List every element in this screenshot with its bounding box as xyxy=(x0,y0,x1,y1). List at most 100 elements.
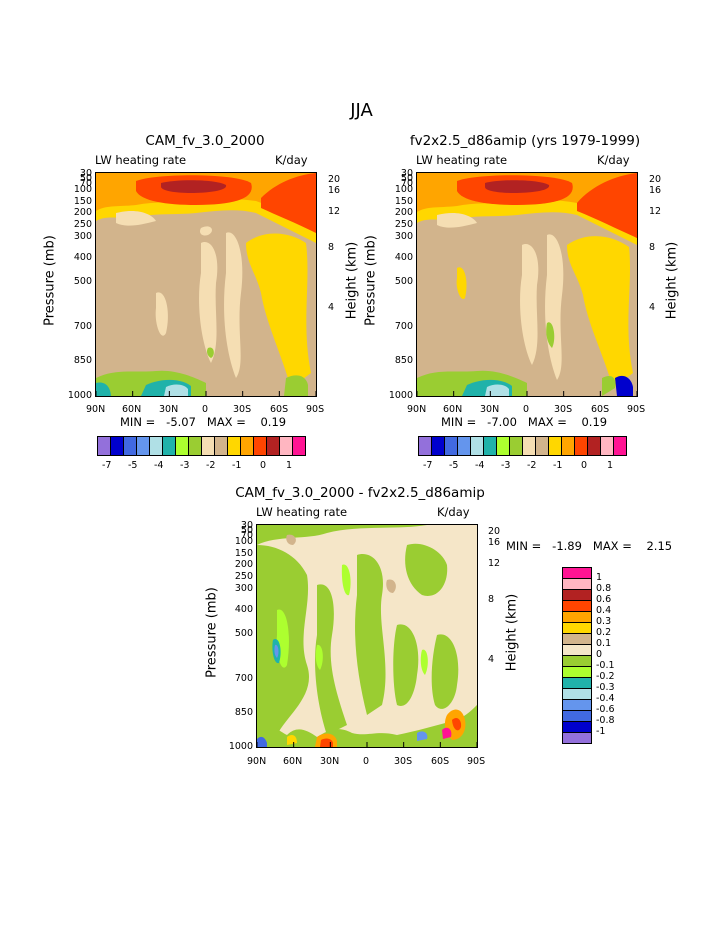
panel1-y-tick: 30 xyxy=(79,168,92,179)
colorbar-swatch xyxy=(214,436,228,456)
panel3-plot-area xyxy=(256,524,478,748)
panel2-y-tick: 300 xyxy=(394,231,413,242)
panel2-x-tick: 60S xyxy=(591,404,610,415)
panel1-min-max: MIN = -5.07 MAX = 0.19 xyxy=(120,415,287,429)
panel2-variable-label: LW heating rate xyxy=(416,153,508,167)
panel3-y2-tick: 16 xyxy=(488,537,501,548)
colorbar-label: -0.1 xyxy=(596,660,615,671)
panel2-plot-area xyxy=(416,172,638,397)
colorbar-label: -5 xyxy=(449,460,459,471)
colorbar-label: -1 xyxy=(232,460,242,471)
panel3-variable-label: LW heating rate xyxy=(256,505,348,519)
panel3-x-tick: 90S xyxy=(467,756,486,767)
colorbar-label: -1 xyxy=(553,460,563,471)
panel3-y-tick: 50 xyxy=(240,525,253,536)
panel2-y-tick: 850 xyxy=(394,355,413,366)
colorbar-label: 0.2 xyxy=(596,627,612,638)
panel3-y2-tick: 12 xyxy=(488,558,501,569)
panel3-y2-tick: 20 xyxy=(488,526,501,537)
colorbar-swatch xyxy=(431,436,445,456)
panel3-title: CAM_fv_3.0_2000 - fv2x2.5_d86amip xyxy=(235,485,485,501)
panel1-y-tick: 500 xyxy=(73,276,92,287)
panel3-y-tick: 700 xyxy=(234,673,253,684)
panel2-x-tick: 30N xyxy=(480,404,500,415)
panel2-contour-field xyxy=(417,173,637,396)
panel2-y-tick: 100 xyxy=(394,184,413,195)
panel3-unit-label: K/day xyxy=(437,505,470,519)
colorbar-swatch xyxy=(253,436,267,456)
panel3-x-tick: 0 xyxy=(363,756,370,767)
panel2-x-tick: 0 xyxy=(523,404,530,415)
panel2-title: fv2x2.5_d86amip (yrs 1979-1999) xyxy=(409,133,641,149)
panel3-x-tick: 60N xyxy=(283,756,303,767)
panel1-ylabel: Pressure (mb) xyxy=(42,235,58,326)
colorbar-swatch xyxy=(162,436,176,456)
panel3-min-max: MIN = -1.89 MAX = 2.15 xyxy=(506,539,673,553)
panel1-x-tick: 90S xyxy=(306,404,325,415)
panel1-y2-tick: 16 xyxy=(328,185,341,196)
panel1-y-tick: 850 xyxy=(73,355,92,366)
panel1-x-tick: 30N xyxy=(159,404,179,415)
panel2-x-tick: 30S xyxy=(554,404,573,415)
panel3-y-tick: 70 xyxy=(240,530,253,541)
colorbar-label: -3 xyxy=(501,460,511,471)
panel2-x-tick: 60N xyxy=(443,404,463,415)
panel3-y-tick: 30 xyxy=(240,520,253,531)
colorbar-label: -2 xyxy=(527,460,537,471)
colorbar-swatch xyxy=(613,436,627,456)
colorbar-label: -0.3 xyxy=(596,682,615,693)
panel2-y2-tick: 16 xyxy=(649,185,662,196)
colorbar-label: -1 xyxy=(596,726,606,737)
panel3-y-tick: 100 xyxy=(234,536,253,547)
colorbar-label: -0.8 xyxy=(596,715,615,726)
colorbar-label: -3 xyxy=(180,460,190,471)
panel1-plot-area xyxy=(95,172,317,397)
panel2-y-tick: 700 xyxy=(394,321,413,332)
panel3-colorbar xyxy=(562,567,592,745)
colorbar-swatch xyxy=(279,436,293,456)
colorbar-label: -2 xyxy=(206,460,216,471)
panel2-ylabel: Pressure (mb) xyxy=(363,235,379,326)
colorbar-swatch xyxy=(123,436,137,456)
panel3-contour-field xyxy=(257,525,477,747)
panel3-y2-tick: 8 xyxy=(488,594,495,605)
panel3-x-tick: 90N xyxy=(247,756,267,767)
panel1-y2-tick: 4 xyxy=(328,302,335,313)
panel1-colorbar xyxy=(97,436,313,456)
panel3-y-tick: 200 xyxy=(234,559,253,570)
colorbar-label: 1 xyxy=(607,460,614,471)
panel1-contour-field xyxy=(96,173,316,396)
colorbar-swatch xyxy=(175,436,189,456)
panel2-y-tick: 400 xyxy=(394,252,413,263)
colorbar-label: -0.6 xyxy=(596,704,615,715)
colorbar-label: -0.4 xyxy=(596,693,615,704)
panel1-y-tick: 300 xyxy=(73,231,92,242)
panel1-x-tick: 60N xyxy=(122,404,142,415)
colorbar-label: -7 xyxy=(102,460,112,471)
colorbar-label: -4 xyxy=(154,460,164,471)
panel3-x-tick: 30S xyxy=(394,756,413,767)
panel3-y-tick: 400 xyxy=(234,604,253,615)
colorbar-label: -5 xyxy=(128,460,138,471)
panel1-y-tick: 250 xyxy=(73,219,92,230)
panel2-y2-tick: 8 xyxy=(649,242,656,253)
panel2-y-tick: 200 xyxy=(394,207,413,218)
colorbar-swatch xyxy=(496,436,510,456)
colorbar-swatch xyxy=(562,732,592,744)
colorbar-swatch xyxy=(266,436,280,456)
panel1-title: CAM_fv_3.0_2000 xyxy=(145,133,265,149)
panel2-y-tick: 150 xyxy=(394,196,413,207)
panel1-y2-tick: 8 xyxy=(328,242,335,253)
panel1-y2-tick: 20 xyxy=(328,174,341,185)
colorbar-label: -7 xyxy=(423,460,433,471)
colorbar-swatch xyxy=(149,436,163,456)
colorbar-label: 0.1 xyxy=(596,638,612,649)
colorbar-swatch xyxy=(188,436,202,456)
panel1-y-tick: 50 xyxy=(79,173,92,184)
colorbar-label: 0 xyxy=(260,460,267,471)
panel3-y-tick: 850 xyxy=(234,707,253,718)
panel3-x-tick: 30N xyxy=(320,756,340,767)
colorbar-label: 1 xyxy=(286,460,293,471)
colorbar-label: -0.2 xyxy=(596,671,615,682)
panel1-y-tick: 700 xyxy=(73,321,92,332)
